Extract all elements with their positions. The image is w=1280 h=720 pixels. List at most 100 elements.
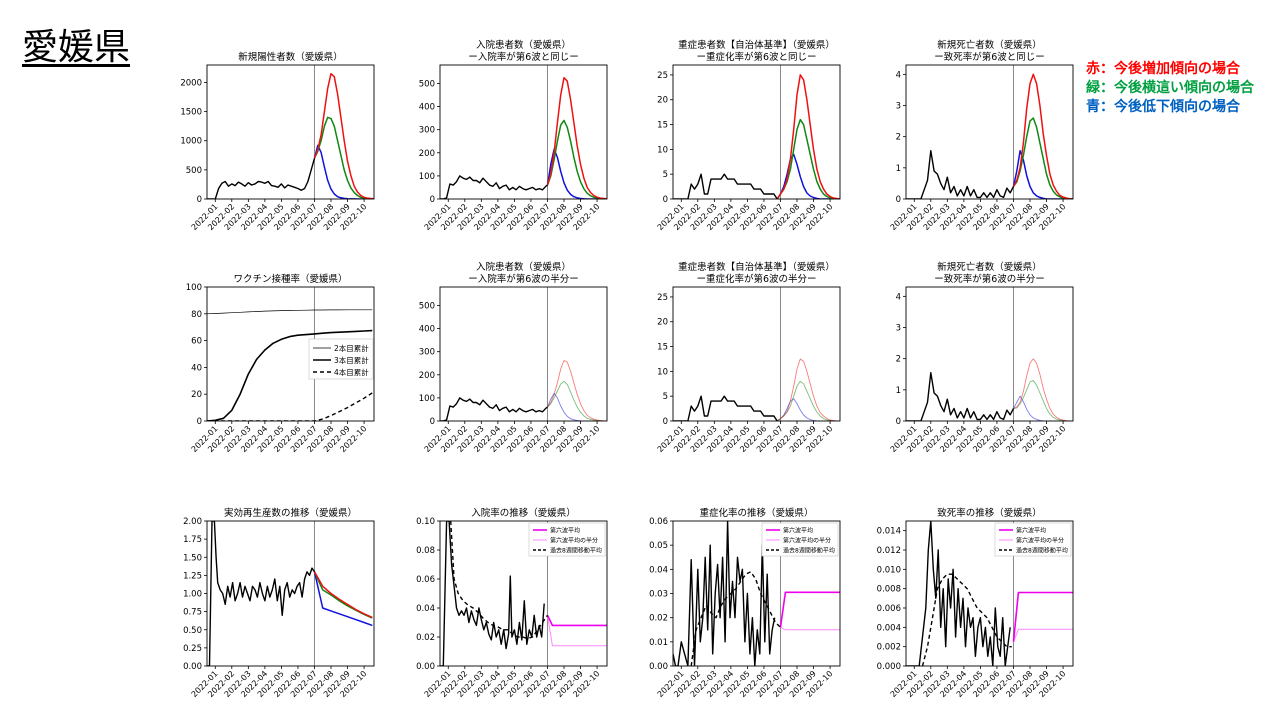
chart-title: ー入院率が第6波と同じー	[468, 51, 579, 63]
chart-title: 入院率の推移（愛媛県）	[471, 507, 576, 519]
y-tick-label: 0.01	[649, 638, 668, 648]
chart-death_rate: 致死率の推移（愛媛県） 0.000 0.002 0.004 0.006 0.008 0.01…	[877, 507, 1074, 699]
y-tick-label: 1.00	[183, 590, 202, 600]
y-tick-label: 0.06	[416, 575, 435, 585]
y-tick-label: 15	[657, 343, 668, 353]
series-average	[779, 591, 840, 628]
y-tick-label: 0.08	[416, 546, 435, 556]
chart-title: 新規死亡者数（愛媛県）	[937, 39, 1042, 51]
y-tick-label: 0.00	[649, 662, 668, 672]
legend-label: 第六波平均	[783, 527, 813, 535]
y-tick-label: 5	[663, 392, 668, 402]
y-tick-label: 2	[896, 133, 901, 143]
y-tick-label: 20	[191, 390, 202, 400]
y-tick-label: 10	[657, 145, 668, 155]
series-dose3	[207, 329, 373, 421]
series-dose2	[207, 309, 373, 315]
y-tick-label: 2.00	[183, 517, 202, 527]
plot-area	[673, 287, 840, 421]
y-tick-label: 0	[663, 417, 668, 427]
plot-frame	[206, 520, 375, 667]
plot-area	[207, 521, 373, 666]
plot-frame	[672, 286, 841, 422]
series-observed	[207, 521, 316, 666]
series-red	[1012, 73, 1073, 199]
y-tick-label: 0	[430, 417, 435, 427]
chart-severe_rate: 重症化率の推移（愛媛県） 0.00 0.01 0.02 0.03 0.04 0.05 0.06…	[649, 507, 841, 699]
y-tick-label: 25	[657, 293, 668, 303]
legend-label: 4本目累計	[334, 367, 369, 377]
chart-legend	[308, 338, 374, 380]
y-tick-label: 2	[896, 355, 901, 365]
y-tick-label: 100	[419, 394, 435, 404]
legend-label: 第六波平均の半分	[550, 537, 598, 545]
legend-label: 3本目累計	[334, 355, 369, 365]
y-tick-label: 10	[657, 367, 668, 377]
chart-hosp2: 入院患者数（愛媛県）ー入院率が第6波の半分ー010020030040050020…	[419, 261, 608, 454]
chart-severe1: 重症患者数【自治体基準】（愛媛県）ー重症化率が第6波と同じー 0 5 10 15 20 25…	[656, 39, 841, 232]
chart-title: 重症化率の推移（愛媛県）	[699, 507, 813, 519]
chart-title: 重症患者数【自治体基準】（愛媛県）	[678, 39, 835, 51]
plot-frame	[672, 64, 841, 200]
series-red	[313, 72, 374, 199]
y-tick-label: 0	[197, 195, 202, 205]
series-red	[546, 76, 607, 199]
y-tick-label: 300	[419, 126, 435, 136]
y-tick-label: 500	[419, 79, 435, 89]
y-tick-label: 200	[419, 371, 435, 381]
chart-cases: 新規陽性者数（愛媛県）05001000150020002022-012022-0…	[180, 51, 375, 232]
plot-frame	[206, 64, 375, 200]
plot-frame	[672, 520, 841, 667]
y-tick-label: 0.000	[877, 662, 901, 672]
y-tick-label: 1	[896, 164, 901, 174]
plot-area	[906, 65, 1073, 199]
plot-area	[440, 65, 607, 199]
chart-title: ー重症化率が第6波の半分ー	[696, 273, 816, 285]
y-tick-label: 0.002	[877, 643, 901, 653]
series-observed	[906, 372, 1015, 421]
series-observed	[440, 521, 545, 666]
series-green	[546, 119, 607, 199]
chart-title: ー入院率が第6波の半分ー	[468, 273, 579, 285]
y-tick-label: 0.004	[877, 623, 901, 633]
series-green	[313, 116, 374, 199]
y-tick-label: 0.03	[649, 590, 668, 600]
chart-hosp1: 入院患者数（愛媛県）ー入院率が第6波と同じー010020030040050020…	[419, 39, 608, 232]
series-half-average	[780, 626, 840, 631]
series-observed	[673, 521, 776, 666]
scenario-legend-green: 緑：今後横這い傾向の場合	[1086, 80, 1254, 96]
plot-area	[440, 521, 607, 666]
y-tick-label: 400	[419, 325, 435, 335]
y-tick-label: 400	[419, 103, 435, 113]
y-tick-label: 0	[430, 195, 435, 205]
y-tick-label: 0.02	[649, 614, 668, 624]
series-moving-average	[690, 571, 781, 666]
scenario-legend-blue: 青：今後低下傾向の場合	[1086, 99, 1240, 115]
series-red	[1013, 358, 1073, 421]
series-red	[776, 74, 840, 199]
y-tick-label: 500	[419, 301, 435, 311]
chart-title: 実効再生産数の推移（愛媛県）	[224, 507, 357, 519]
y-tick-label: 0.10	[416, 517, 435, 527]
chart-deaths2: 新規死亡者数（愛媛県）ー致死率が第6波の半分ー012342022-012022-…	[889, 261, 1074, 454]
y-tick-label: 100	[186, 283, 202, 293]
series-blue	[776, 153, 840, 199]
plot-area	[906, 521, 1073, 666]
plot-frame	[206, 286, 375, 422]
series-blue	[547, 392, 607, 421]
y-tick-label: 0.00	[183, 662, 202, 672]
series-green	[776, 118, 840, 199]
series-green	[1012, 117, 1073, 199]
y-tick-label: 0.010	[877, 565, 901, 575]
y-tick-label: 3	[896, 102, 901, 112]
y-tick-label: 4	[896, 292, 901, 302]
legend-label: 2本目累計	[334, 343, 369, 353]
chart-severe2: 重症患者数【自治体基準】（愛媛県）ー重症化率が第6波の半分ー 0 5 10 15 20 25…	[656, 261, 841, 454]
legend-label: 第六波平均	[1016, 527, 1046, 535]
series-blue	[313, 571, 373, 627]
y-tick-label: 1.25	[183, 571, 202, 581]
y-tick-label: 300	[419, 348, 435, 358]
series-blue	[1012, 149, 1073, 199]
series-observed	[673, 173, 778, 199]
